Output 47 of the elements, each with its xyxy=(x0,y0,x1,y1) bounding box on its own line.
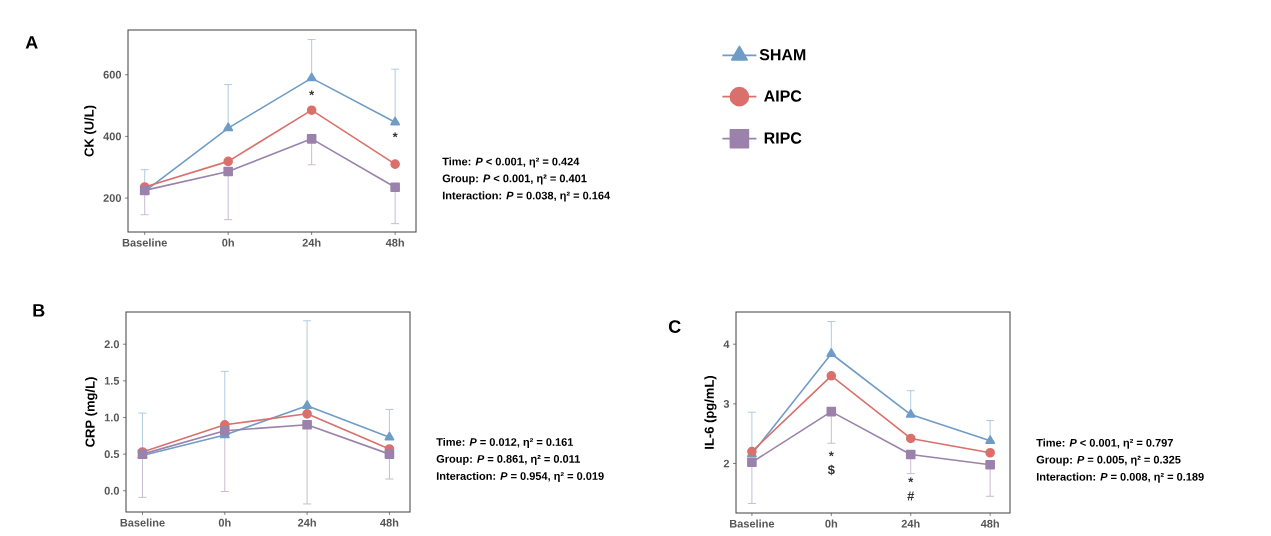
x-tick-label: 24h xyxy=(298,518,316,527)
y-tick-label: 1.0 xyxy=(104,413,120,422)
y-tick-label: 2.0 xyxy=(104,340,120,349)
text: Time: P < 0.001, η² = 0.797 xyxy=(1036,438,1173,449)
x-tick-label: Baseline xyxy=(120,518,165,527)
y-tick-label: 0.0 xyxy=(104,486,120,495)
text: Group: P = 0.861, η² = 0.011 xyxy=(436,455,580,465)
x-tick-label: 48h xyxy=(380,518,399,527)
text: Interaction: P = 0.038, η² = 0.164 xyxy=(442,191,611,202)
text: Interaction: P = 0.008, η² = 0.189 xyxy=(1036,472,1204,483)
y-tick-label: 0.5 xyxy=(104,450,120,459)
text: Interaction: P = 0.954, η² = 0.019 xyxy=(436,471,604,483)
text: Group: P < 0.001, η² = 0.401 xyxy=(442,174,587,185)
chart-title: B xyxy=(33,304,45,317)
y-tick-label: 200 xyxy=(103,194,122,202)
y-tick-label: 3 xyxy=(723,399,730,408)
annotation: * xyxy=(908,477,914,483)
x-tick-label: 24h xyxy=(901,519,920,528)
x-tick-label: 0h xyxy=(825,519,838,528)
y-axis-title: CRP (mg/L) xyxy=(85,377,98,447)
x-tick-label: 48h xyxy=(385,238,404,247)
x-tick-label: 48h xyxy=(980,519,999,528)
x-tick-label: 24h xyxy=(302,238,321,247)
y-tick-label: 4 xyxy=(723,340,730,348)
y-tick-label: 400 xyxy=(103,132,122,141)
x-tick-label: 0h xyxy=(218,518,231,527)
annotation: * xyxy=(392,132,398,138)
chart-title: A xyxy=(25,36,38,49)
legend-label: SHAM xyxy=(759,49,806,61)
chart-title: C xyxy=(668,320,681,333)
text: Time: P = 0.012, η² = 0.161 xyxy=(436,437,574,449)
y-axis-title: IL-6 (pg/mL) xyxy=(704,375,717,449)
annotation: * xyxy=(828,451,834,457)
legend-label: AIPC xyxy=(764,90,802,102)
y-tick-label: 600 xyxy=(103,70,122,79)
annotation: $ xyxy=(827,464,835,476)
y-tick-label: 2 xyxy=(723,459,730,468)
x-tick-label: 0h xyxy=(222,238,234,247)
text: Group: P = 0.005, η² = 0.325 xyxy=(1036,455,1181,466)
x-tick-label: Baseline xyxy=(122,238,167,247)
annotation: # xyxy=(907,491,915,501)
x-tick-label: Baseline xyxy=(730,519,775,528)
legend-label: RIPC xyxy=(764,132,802,144)
text: Time: P < 0.001, η² = 0.424 xyxy=(442,157,580,168)
y-axis-title: CK (U/L) xyxy=(84,105,97,157)
y-tick-label: 1.5 xyxy=(104,377,120,385)
annotation: * xyxy=(309,90,315,96)
